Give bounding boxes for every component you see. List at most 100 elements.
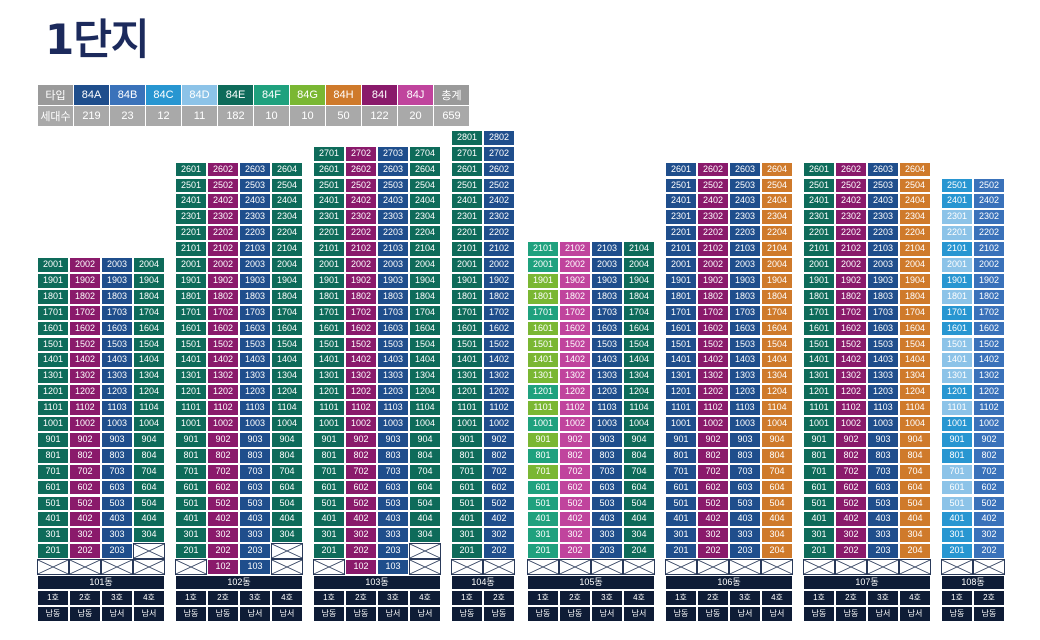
unit-cell: 301 — [941, 527, 973, 544]
unit-cell: 2301 — [313, 209, 345, 226]
page-title: 1단지 — [45, 15, 150, 64]
unit-cell: 1901 — [941, 272, 973, 289]
unit-cell: 802 — [559, 447, 591, 464]
unit-number-label: 3호 — [101, 590, 133, 606]
unit-cell: 2004 — [409, 257, 441, 273]
unit-cell: 1402 — [69, 352, 101, 369]
unit-cell: 1902 — [697, 272, 729, 289]
unit-cell: 1804 — [271, 288, 303, 305]
unit-cell: 1701 — [37, 304, 69, 321]
unit-cell: 1901 — [175, 272, 207, 289]
unit-cell: 201 — [175, 543, 207, 560]
unit-cell: 2303 — [729, 209, 761, 226]
unit-cell: 1403 — [377, 352, 409, 369]
unit-cell: 504 — [761, 495, 793, 512]
unit-cell: 1203 — [101, 384, 133, 401]
unit-cell: 1101 — [175, 400, 207, 416]
unit-cell: 1801 — [527, 288, 559, 305]
building-name-label: 108동 — [941, 575, 1005, 590]
unit-cell: 1102 — [835, 400, 867, 416]
unit-direction-label: 남서 — [377, 606, 409, 622]
unit-cell: 2401 — [175, 193, 207, 210]
unit-cell: 1404 — [133, 352, 165, 369]
unit-cell: 302 — [207, 527, 239, 544]
unit-cell: 604 — [899, 479, 931, 496]
unit-cell: 1102 — [207, 400, 239, 416]
unit-cell: 1402 — [345, 352, 377, 369]
empty-unit-cell — [409, 559, 441, 575]
unit-cell: 501 — [313, 495, 345, 512]
unit-cell: 2602 — [835, 161, 867, 178]
unit-cell: 2003 — [867, 257, 899, 273]
unit-cell: 1301 — [665, 368, 697, 385]
unit-cell: 1302 — [345, 368, 377, 385]
unit-cell: 1603 — [239, 320, 271, 337]
unit-cell: 501 — [527, 495, 559, 512]
unit-cell: 2304 — [761, 209, 793, 226]
unit-cell: 2003 — [377, 257, 409, 273]
unit-cell: 1902 — [483, 272, 515, 289]
unit-cell: 402 — [973, 511, 1005, 528]
unit-cell: 404 — [761, 511, 793, 528]
unit-cell: 502 — [345, 495, 377, 512]
unit-cell: 2704 — [409, 145, 441, 162]
unit-cell: 2204 — [409, 225, 441, 242]
unit-cell: 2403 — [377, 193, 409, 210]
type-legend-table: 타입 84A 84B 84C 84D 84E 84F 84G 84H 84I 84J 총계 세대수 21… — [37, 84, 470, 127]
unit-cell: 1402 — [559, 352, 591, 369]
unit-cell: 1604 — [761, 320, 793, 337]
unit-cell: 1202 — [483, 384, 515, 401]
unit-cell: 2101 — [451, 241, 483, 257]
unit-cell: 1403 — [101, 352, 133, 369]
empty-unit-cell — [729, 559, 761, 575]
unit-cell: 503 — [591, 495, 623, 512]
unit-cell: 304 — [623, 527, 655, 544]
unit-cell: 2201 — [175, 225, 207, 242]
legend-count-84b: 23 — [109, 105, 146, 127]
empty-unit-cell — [559, 559, 591, 575]
unit-cell: 701 — [451, 463, 483, 480]
unit-cell: 204 — [761, 543, 793, 560]
unit-cell: 2003 — [591, 257, 623, 273]
unit-cell: 902 — [483, 431, 515, 448]
unit-cell: 1801 — [37, 288, 69, 305]
unit-cell: 1103 — [729, 400, 761, 416]
unit-cell: 1004 — [761, 416, 793, 432]
unit-cell: 1401 — [527, 352, 559, 369]
unit-cell: 401 — [37, 511, 69, 528]
unit-cell: 402 — [207, 511, 239, 528]
unit-cell: 1001 — [527, 416, 559, 432]
unit-cell: 1103 — [239, 400, 271, 416]
legend-count-84e: 182 — [217, 105, 254, 127]
unit-cell: 601 — [175, 479, 207, 496]
empty-unit-cell — [313, 559, 345, 575]
unit-cell: 701 — [37, 463, 69, 480]
unit-cell: 1902 — [345, 272, 377, 289]
unit-number-label: 3호 — [867, 590, 899, 606]
unit-cell: 2002 — [835, 257, 867, 273]
unit-cell: 2103 — [239, 241, 271, 257]
unit-cell: 1903 — [101, 272, 133, 289]
unit-cell: 302 — [345, 527, 377, 544]
unit-cell: 202 — [345, 543, 377, 560]
unit-cell: 2702 — [483, 145, 515, 162]
unit-cell: 1603 — [867, 320, 899, 337]
unit-cell: 602 — [835, 479, 867, 496]
unit-cell: 502 — [207, 495, 239, 512]
unit-cell: 1903 — [867, 272, 899, 289]
unit-cell: 2103 — [867, 241, 899, 257]
unit-direction-label: 남서 — [101, 606, 133, 622]
unit-cell: 804 — [409, 447, 441, 464]
unit-direction-label: 남서 — [271, 606, 303, 622]
unit-cell: 801 — [665, 447, 697, 464]
unit-cell: 2202 — [207, 225, 239, 242]
unit-cell: 2002 — [345, 257, 377, 273]
unit-cell: 301 — [313, 527, 345, 544]
unit-cell: 1803 — [101, 288, 133, 305]
unit-cell: 2302 — [835, 209, 867, 226]
unit-direction-label: 남동 — [37, 606, 69, 622]
unit-cell: 2403 — [867, 193, 899, 210]
unit-cell: 403 — [377, 511, 409, 528]
unit-cell: 502 — [973, 495, 1005, 512]
cross-mark-icon — [314, 560, 344, 574]
